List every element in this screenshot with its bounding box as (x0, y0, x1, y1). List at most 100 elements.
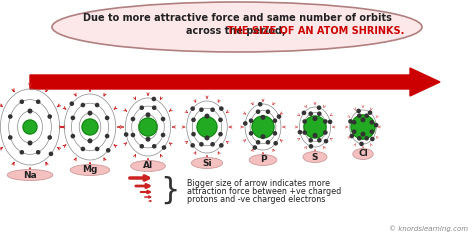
Circle shape (353, 130, 356, 133)
Text: P: P (260, 155, 266, 164)
Circle shape (140, 106, 143, 109)
Circle shape (153, 145, 156, 148)
Circle shape (328, 120, 332, 123)
Circle shape (49, 152, 53, 155)
Circle shape (152, 97, 155, 100)
Circle shape (162, 117, 164, 121)
Ellipse shape (303, 151, 327, 163)
Circle shape (303, 131, 306, 134)
Circle shape (95, 103, 99, 107)
Ellipse shape (249, 155, 277, 165)
Circle shape (313, 134, 317, 137)
Circle shape (368, 111, 372, 114)
Circle shape (139, 118, 157, 136)
FancyArrow shape (30, 68, 440, 96)
Circle shape (20, 100, 23, 103)
Circle shape (88, 111, 92, 115)
Circle shape (371, 137, 374, 141)
Circle shape (273, 132, 276, 135)
Circle shape (266, 110, 270, 113)
Circle shape (36, 100, 40, 103)
Circle shape (357, 109, 360, 113)
Circle shape (309, 112, 312, 115)
Text: across the period,: across the period, (186, 26, 289, 36)
Text: protons and -ve charged electrons: protons and -ve charged electrons (187, 195, 325, 204)
Circle shape (36, 151, 40, 154)
Circle shape (162, 133, 164, 137)
Circle shape (244, 122, 247, 125)
Circle shape (304, 116, 326, 138)
Circle shape (310, 145, 312, 148)
Circle shape (351, 115, 375, 139)
Circle shape (219, 132, 222, 136)
Circle shape (191, 144, 194, 147)
Circle shape (353, 121, 356, 124)
Text: THE SIZE OF AN ATOM SHRINKS.: THE SIZE OF AN ATOM SHRINKS. (227, 26, 405, 36)
Circle shape (324, 120, 327, 123)
Circle shape (211, 108, 214, 111)
Circle shape (20, 151, 23, 154)
Circle shape (261, 135, 265, 138)
Circle shape (28, 109, 32, 113)
Circle shape (374, 123, 378, 127)
Circle shape (95, 147, 99, 150)
Circle shape (273, 119, 276, 122)
Circle shape (256, 110, 260, 113)
Circle shape (200, 143, 203, 146)
Circle shape (28, 141, 32, 145)
Circle shape (370, 130, 374, 133)
Circle shape (23, 120, 37, 134)
Circle shape (309, 139, 312, 142)
Circle shape (274, 142, 277, 145)
Circle shape (252, 116, 274, 138)
Circle shape (361, 118, 365, 122)
Circle shape (106, 116, 109, 119)
Circle shape (358, 137, 361, 140)
Ellipse shape (52, 2, 422, 52)
Circle shape (70, 102, 73, 105)
Circle shape (361, 132, 365, 136)
Circle shape (48, 136, 51, 139)
Circle shape (192, 132, 195, 136)
Circle shape (349, 120, 352, 123)
Circle shape (153, 106, 156, 109)
Ellipse shape (191, 158, 223, 169)
Circle shape (219, 118, 222, 121)
Circle shape (200, 108, 203, 111)
Circle shape (313, 117, 317, 120)
Circle shape (9, 136, 12, 139)
Circle shape (205, 136, 209, 140)
Circle shape (9, 115, 12, 118)
Circle shape (163, 146, 165, 149)
Circle shape (125, 133, 128, 136)
Circle shape (350, 134, 354, 138)
Circle shape (140, 145, 143, 148)
Circle shape (211, 143, 214, 146)
Text: S: S (312, 152, 318, 161)
Circle shape (256, 141, 260, 144)
Circle shape (220, 107, 223, 110)
Circle shape (131, 117, 135, 121)
Circle shape (302, 111, 306, 114)
Circle shape (318, 112, 321, 115)
Text: Cl: Cl (358, 150, 368, 159)
Text: Si: Si (202, 159, 212, 168)
Circle shape (324, 140, 328, 143)
Circle shape (82, 103, 84, 107)
Circle shape (365, 114, 368, 117)
Circle shape (259, 103, 262, 106)
Circle shape (298, 131, 301, 134)
Circle shape (303, 120, 306, 123)
Circle shape (253, 146, 256, 149)
Circle shape (318, 139, 321, 142)
Circle shape (82, 119, 98, 135)
Circle shape (266, 141, 270, 144)
Circle shape (358, 114, 361, 117)
Circle shape (249, 132, 253, 135)
Text: © knordslearning.com: © knordslearning.com (389, 225, 468, 232)
Circle shape (360, 142, 363, 146)
Circle shape (197, 117, 217, 137)
Circle shape (365, 137, 368, 140)
Circle shape (249, 119, 253, 122)
Circle shape (146, 137, 150, 141)
